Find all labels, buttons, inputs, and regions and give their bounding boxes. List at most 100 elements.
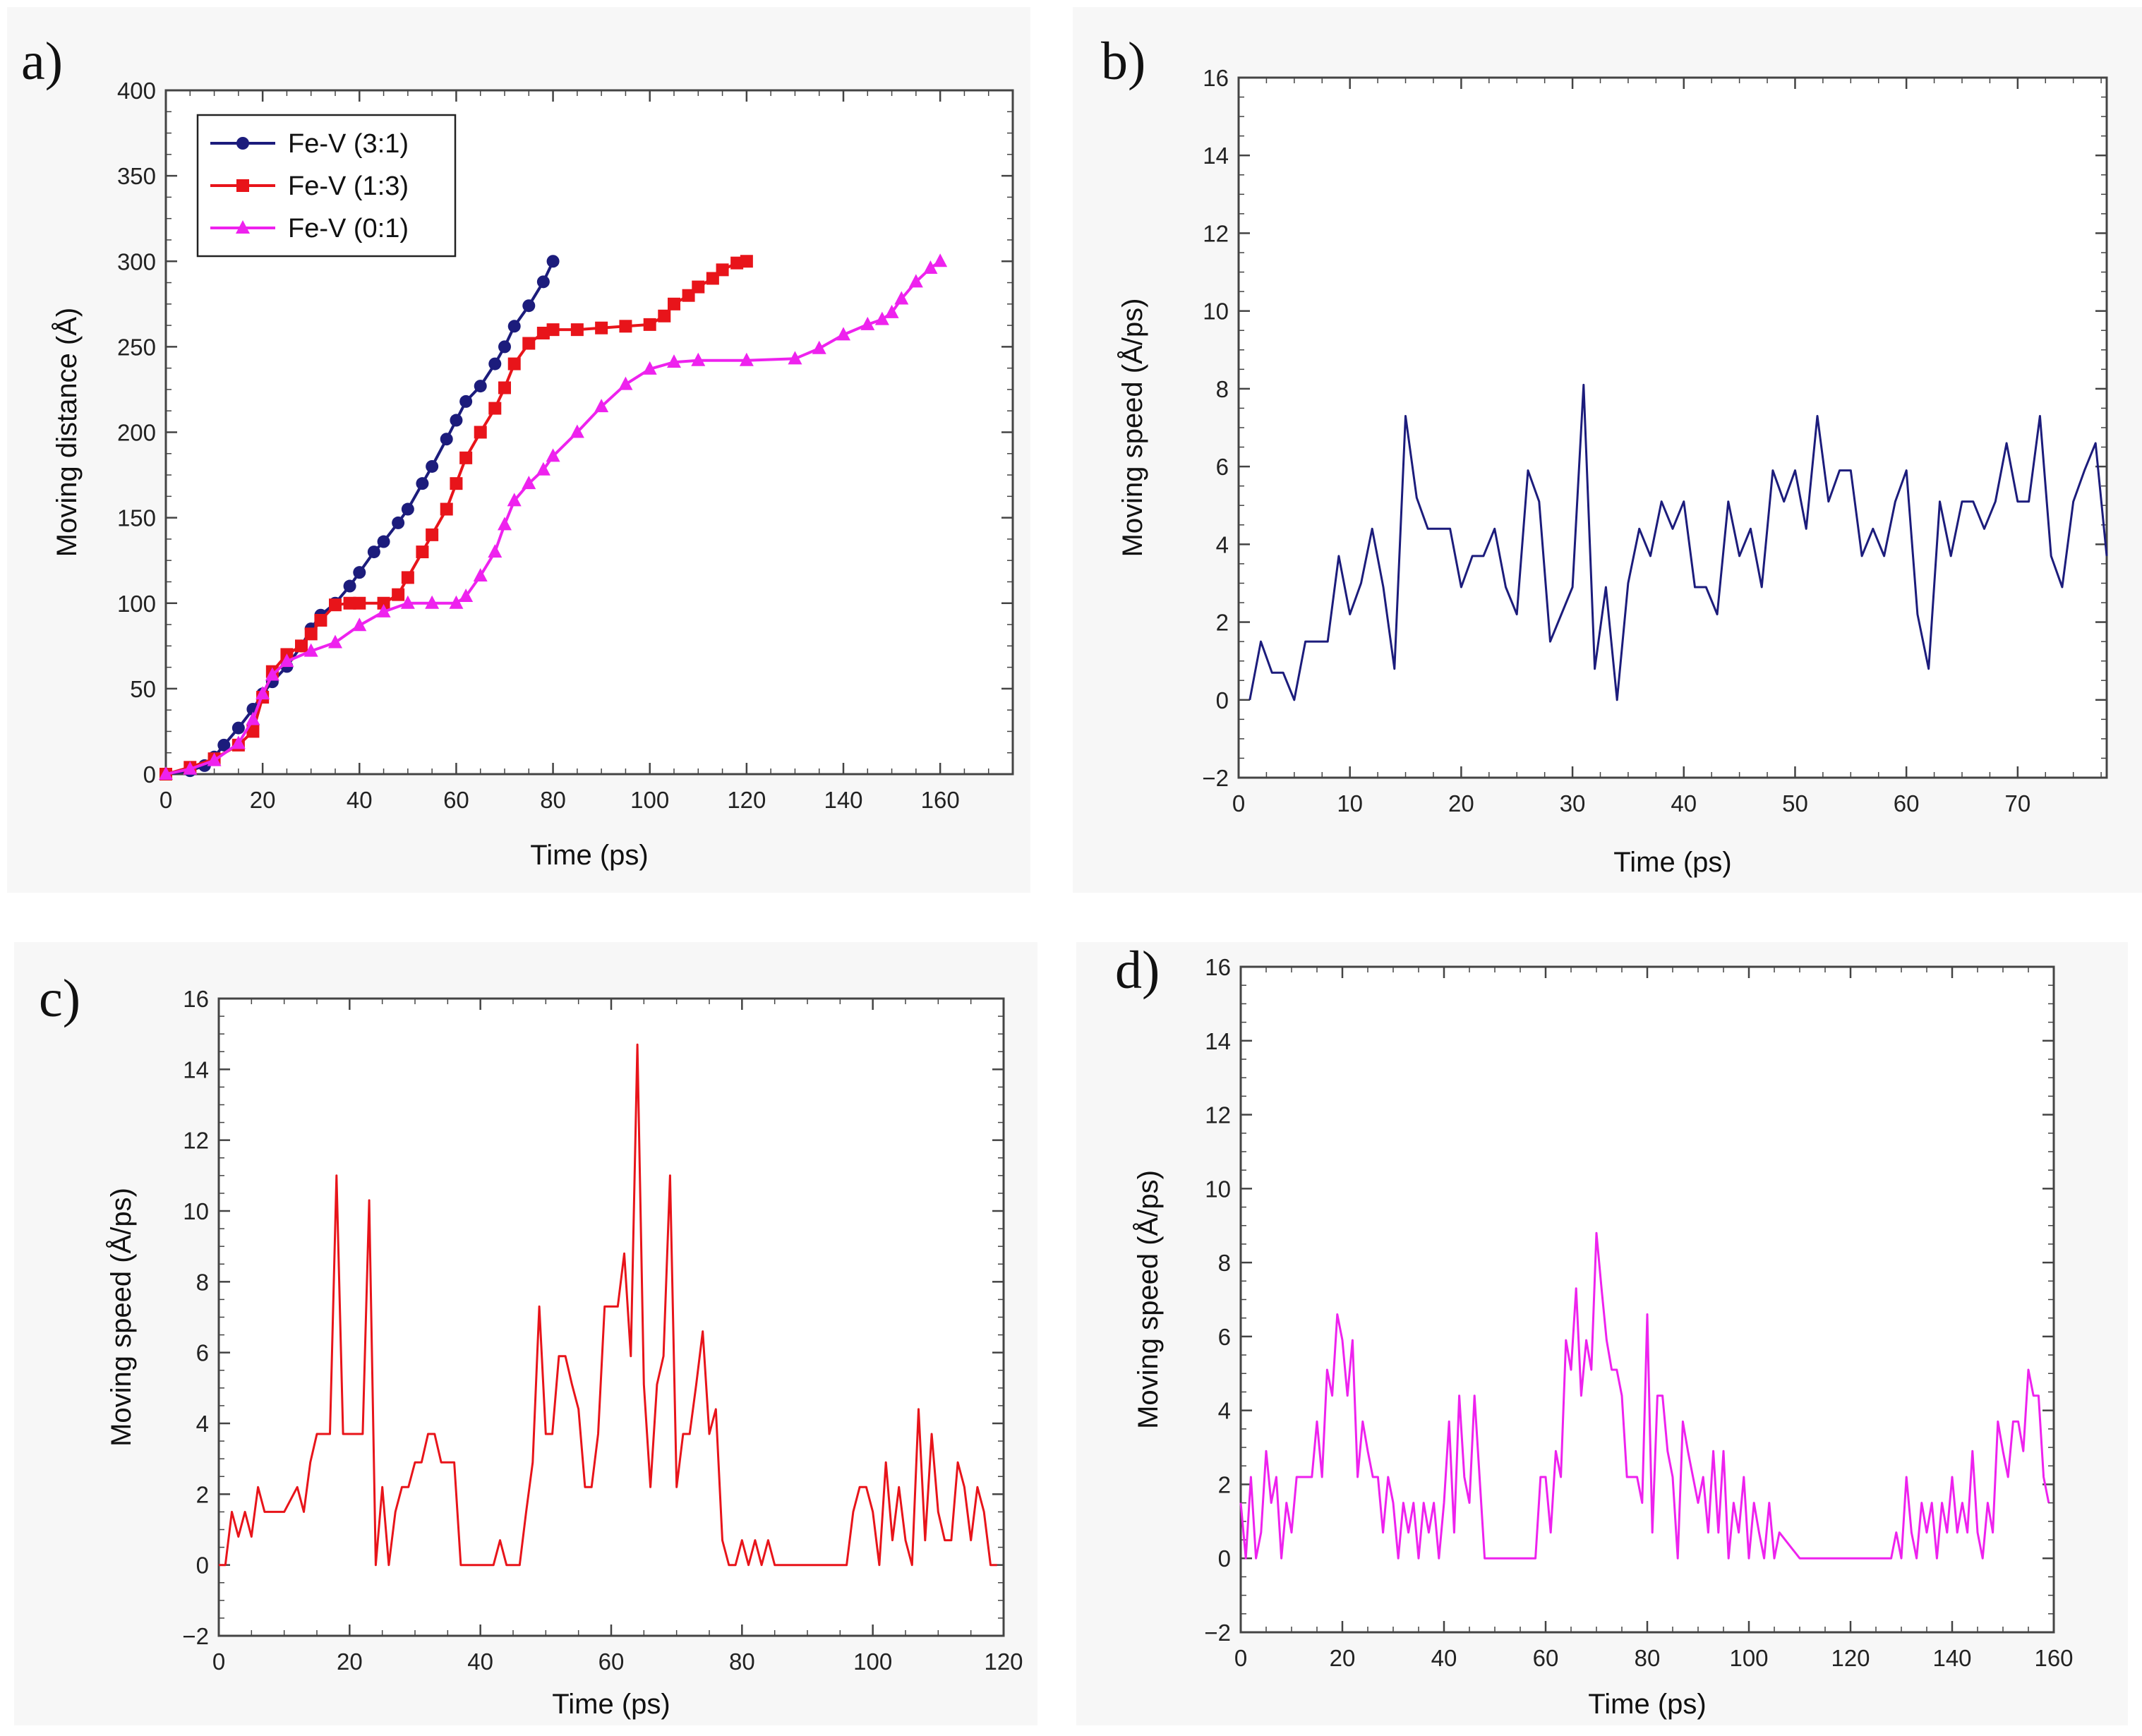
data-point <box>246 725 260 738</box>
y-tick-label: 50 <box>130 676 156 702</box>
y-tick-label: 150 <box>117 505 156 531</box>
data-point <box>546 323 560 337</box>
data-point <box>459 451 473 464</box>
data-point <box>343 596 356 610</box>
x-tick-label: 70 <box>2004 790 2030 816</box>
data-point <box>416 545 429 559</box>
y-tick-label: 0 <box>1218 1545 1231 1572</box>
data-point <box>231 721 245 735</box>
legend: Fe-V (3:1) Fe-V (1:3) Fe-V (0:1) <box>196 114 457 258</box>
data-point <box>570 323 584 337</box>
data-point <box>440 433 453 446</box>
y-tick-label: 200 <box>117 420 156 446</box>
x-axis-title: Time (ps) <box>1588 1689 1706 1720</box>
data-point <box>691 352 706 366</box>
data-point <box>159 766 173 780</box>
data-point <box>618 376 633 390</box>
data-point <box>536 462 550 476</box>
data-point <box>314 613 327 627</box>
data-point <box>933 253 948 267</box>
y-tick-label: 0 <box>143 761 156 788</box>
data-point <box>706 272 719 285</box>
data-point <box>488 544 503 558</box>
data-point <box>522 476 536 490</box>
x-tick-label: 20 <box>1448 790 1474 816</box>
data-point <box>507 493 522 507</box>
x-tick-label: 0 <box>212 1648 225 1675</box>
y-tick-label: 12 <box>1205 1102 1231 1128</box>
y-tick-label: 100 <box>117 591 156 617</box>
data-point <box>392 516 405 529</box>
y-tick-label: 8 <box>1218 1250 1231 1276</box>
x-tick-label: 80 <box>1635 1645 1661 1671</box>
data-point <box>498 340 511 354</box>
series-fe-v-3-1- <box>1249 383 2108 701</box>
series-line <box>219 1043 997 1567</box>
x-tick-label: 140 <box>1932 1645 1971 1671</box>
data-point <box>376 603 391 617</box>
data-point <box>595 321 608 334</box>
y-tick-label: 10 <box>1203 299 1229 325</box>
data-point <box>739 352 754 366</box>
y-tick-label: −2 <box>1204 1620 1231 1646</box>
legend-marker <box>236 137 249 150</box>
y-tick-label: 6 <box>1216 454 1229 480</box>
x-tick-label: 40 <box>467 1648 493 1675</box>
x-tick-label: 40 <box>1431 1645 1457 1671</box>
y-tick-label: 300 <box>117 248 156 275</box>
legend-label: Fe-V (3:1) <box>288 129 409 159</box>
x-tick-label: 100 <box>630 787 669 813</box>
data-point <box>522 299 536 313</box>
panel-letter: c) <box>39 969 80 1028</box>
data-point <box>546 255 560 268</box>
x-tick-label: 20 <box>1330 1645 1356 1671</box>
series-fe-v-0-1- <box>1239 1231 2050 1560</box>
x-tick-label: 140 <box>824 787 862 813</box>
data-point <box>183 761 198 775</box>
data-point <box>643 318 656 331</box>
data-point <box>812 340 826 354</box>
data-point <box>594 399 609 413</box>
series-fe-v-1-3- <box>219 1043 997 1567</box>
data-point <box>860 316 875 330</box>
x-tick-label: 0 <box>1234 1645 1247 1671</box>
series-line <box>165 260 941 776</box>
data-point <box>682 289 695 302</box>
data-point <box>474 380 487 393</box>
data-point <box>279 653 294 668</box>
x-tick-label: 100 <box>853 1648 892 1675</box>
x-axis-title: Time (ps) <box>530 840 648 871</box>
data-point <box>353 566 366 579</box>
y-axis-title: Moving speed (Å/ps) <box>1132 1170 1164 1429</box>
x-tick-label: 120 <box>727 787 766 813</box>
data-point <box>498 381 511 394</box>
y-tick-label: 0 <box>196 1553 209 1579</box>
plot-area <box>1239 965 2055 1634</box>
data-point <box>874 311 889 325</box>
y-tick-label: 8 <box>196 1269 209 1295</box>
y-axis-title: Moving distance (Å) <box>51 308 83 557</box>
y-tick-label: 16 <box>1203 65 1229 91</box>
x-tick-label: 40 <box>1671 790 1697 816</box>
data-point <box>377 535 390 548</box>
y-tick-label: 0 <box>1216 687 1229 713</box>
data-point <box>619 320 632 333</box>
y-tick-label: 6 <box>1218 1324 1231 1350</box>
data-point <box>473 567 488 581</box>
data-point <box>488 402 502 415</box>
y-tick-label: 350 <box>117 163 156 189</box>
data-point <box>894 291 909 305</box>
data-point <box>546 448 560 462</box>
data-point <box>303 643 318 657</box>
data-point <box>401 571 414 584</box>
series-line <box>1239 1231 2050 1560</box>
x-tick-label: 60 <box>1533 1645 1559 1671</box>
data-point <box>450 477 463 490</box>
data-point <box>353 596 366 610</box>
x-tick-label: 20 <box>337 1648 363 1675</box>
data-point <box>522 337 536 350</box>
data-point <box>667 354 681 368</box>
x-axis-title: Time (ps) <box>1613 847 1731 878</box>
x-tick-label: 160 <box>921 787 960 813</box>
y-tick-label: 14 <box>1203 143 1229 169</box>
